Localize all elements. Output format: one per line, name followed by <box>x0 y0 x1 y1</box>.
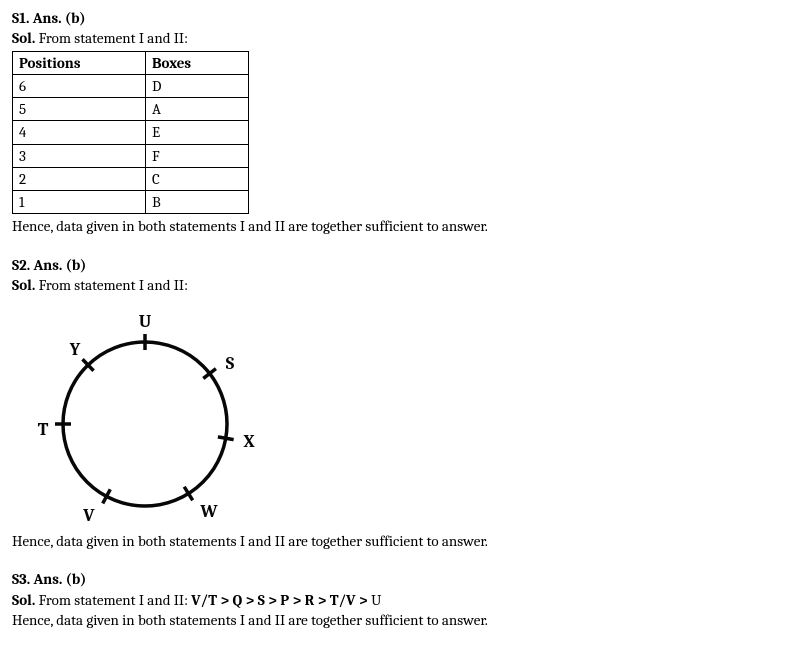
s1-block: S1. Ans. (b) Sol. From statement I and I… <box>12 8 794 237</box>
table-row: 2C <box>13 167 249 190</box>
s3-block: S3. Ans. (b) Sol. From statement I and I… <box>12 569 794 630</box>
table-cell: F <box>146 144 249 167</box>
s1-table: Positions Boxes 6D5A4E3F2C1B <box>12 51 249 215</box>
s2-sol-line: Sol. From statement I and II: <box>12 275 794 295</box>
table-cell: E <box>146 121 249 144</box>
table-cell: 1 <box>13 191 146 214</box>
s2-block: S2. Ans. (b) Sol. From statement I and I… <box>12 255 794 552</box>
table-row: 6D <box>13 74 249 97</box>
s3-heading: S3. Ans. (b) <box>12 570 86 588</box>
s2-conclusion: Hence, data given in both statements I a… <box>12 531 794 551</box>
s1-th-boxes: Boxes <box>146 51 249 74</box>
table-cell: C <box>146 167 249 190</box>
table-cell: D <box>146 74 249 97</box>
circle-node-label: Y <box>70 338 81 362</box>
table-cell: A <box>146 98 249 121</box>
circle-node-label: V <box>83 504 94 528</box>
table-cell: B <box>146 191 249 214</box>
s1-heading: S1. Ans. (b) <box>12 9 86 27</box>
table-row: 5A <box>13 98 249 121</box>
s3-order-bold: V/T > Q > S > P > R > T/V > <box>191 591 371 609</box>
table-cell: 4 <box>13 121 146 144</box>
circle-node-label: X <box>243 430 254 454</box>
s3-sol-line: Sol. From statement I and II: V/T > Q > … <box>12 590 794 610</box>
circle-node-label: S <box>226 352 235 376</box>
circle-node-label: U <box>139 310 152 334</box>
table-row: 4E <box>13 121 249 144</box>
table-cell: 6 <box>13 74 146 97</box>
s1-conclusion: Hence, data given in both statements I a… <box>12 216 794 236</box>
s1-sol-label: Sol. <box>12 29 35 47</box>
s1-sol-text: From statement I and II: <box>35 29 188 47</box>
s3-conclusion: Hence, data given in both statements I a… <box>12 610 794 630</box>
s1-sol-line: Sol. From statement I and II: <box>12 28 794 48</box>
s3-sol-label: Sol. <box>12 591 35 609</box>
circle-node-label: T <box>38 418 49 442</box>
s2-circle-diagram: U S X W V T Y <box>30 299 260 529</box>
s2-sol-label: Sol. <box>12 276 35 294</box>
s2-heading: S2. Ans. (b) <box>12 256 86 274</box>
circle-node-label: W <box>200 500 217 524</box>
table-cell: 2 <box>13 167 146 190</box>
table-cell: 5 <box>13 98 146 121</box>
table-cell: 3 <box>13 144 146 167</box>
s1-th-positions: Positions <box>13 51 146 74</box>
table-row: 1B <box>13 191 249 214</box>
table-row: 3F <box>13 144 249 167</box>
s3-order-tail: U <box>371 591 381 609</box>
s3-sol-text: From statement I and II: <box>35 591 191 609</box>
s2-sol-text: From statement I and II: <box>35 276 188 294</box>
